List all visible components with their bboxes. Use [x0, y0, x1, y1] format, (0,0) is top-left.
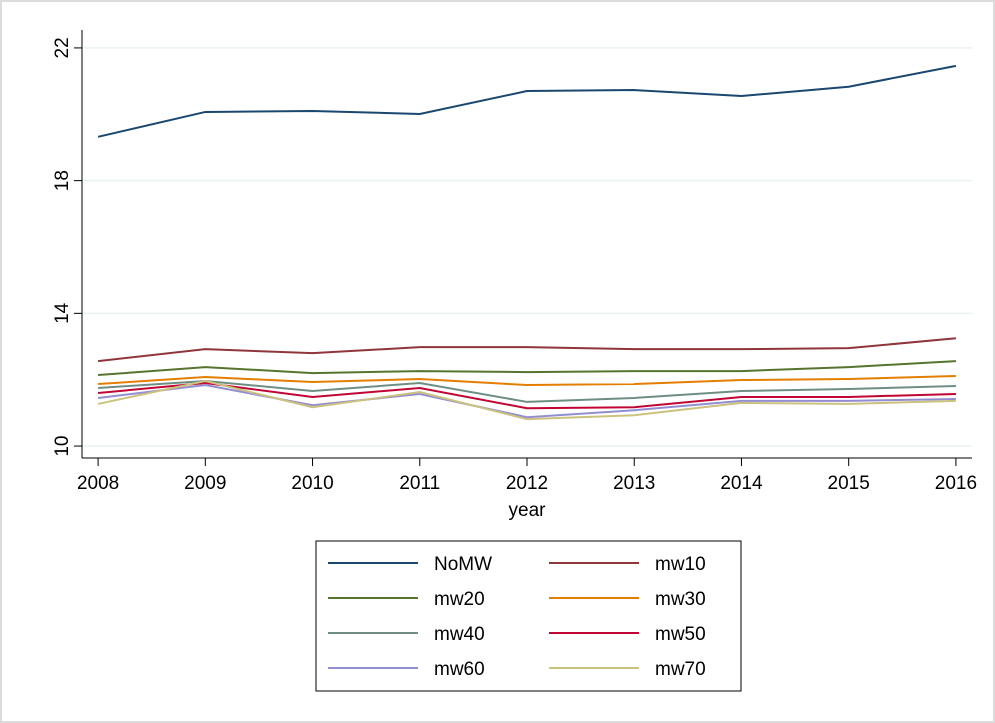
y-tick-label: 10	[52, 435, 73, 456]
series-line	[97, 380, 956, 421]
legend-label: mw60	[434, 659, 485, 680]
legend-label: mw50	[655, 624, 706, 645]
x-tick-label: 2008	[77, 473, 119, 494]
legend-label: NoMW	[434, 554, 492, 575]
series-line	[97, 64, 957, 138]
series-line	[98, 380, 956, 403]
series-line	[98, 375, 956, 387]
legend-label: mw30	[655, 589, 706, 610]
series-line	[97, 382, 956, 410]
series-line	[97, 383, 956, 419]
legend-box	[315, 540, 742, 692]
x-tick-label: 2009	[184, 473, 226, 494]
legend-label: mw40	[434, 624, 485, 645]
legend-label: mw20	[434, 589, 485, 610]
legend-label: mw10	[655, 554, 706, 575]
x-tick-label: 2010	[291, 473, 333, 494]
x-tick-label: 2011	[399, 473, 440, 494]
x-tick-label: 2013	[613, 473, 655, 494]
y-tick-label: 14	[52, 302, 73, 324]
x-axis-label: year	[509, 500, 547, 521]
legend-label: mw70	[655, 659, 706, 680]
x-tick-label: 2012	[506, 473, 548, 494]
x-tick-label: 2016	[935, 473, 977, 494]
series-line	[98, 360, 956, 377]
x-tick-label: 2014	[720, 473, 763, 494]
y-tick-label: 18	[52, 170, 73, 191]
series-line	[97, 337, 957, 363]
x-tick-label: 2015	[828, 473, 870, 494]
y-tick-label: 22	[52, 37, 73, 58]
